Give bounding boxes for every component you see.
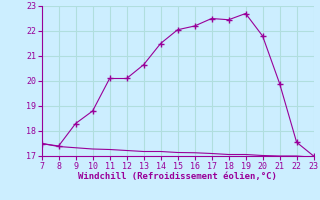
X-axis label: Windchill (Refroidissement éolien,°C): Windchill (Refroidissement éolien,°C): [78, 172, 277, 181]
